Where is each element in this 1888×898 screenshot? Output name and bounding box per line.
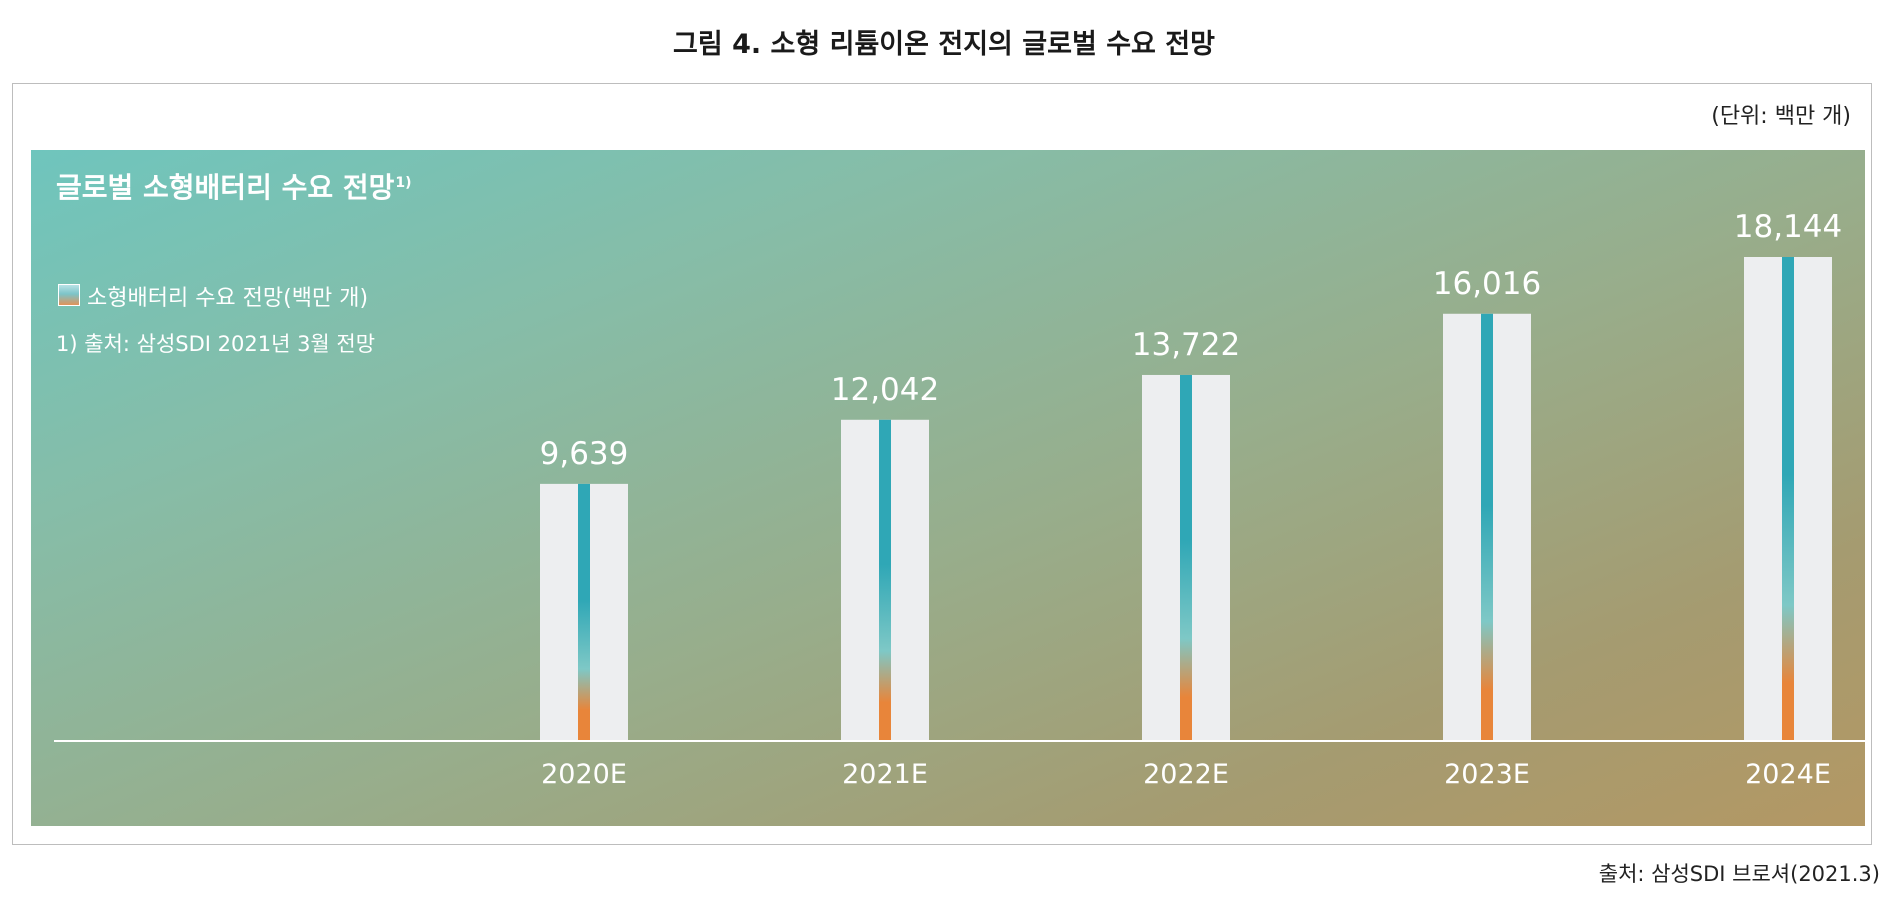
footnote-marker: 1) [395, 174, 412, 191]
unit-label: (단위: 백만 개) [1711, 104, 1851, 129]
panel-heading-text: 글로벌 소형배터리 수요 전망 [56, 171, 395, 204]
value-label-2022E: 13,722 [1132, 327, 1240, 363]
x-tick-label-2020E: 2020E [541, 759, 627, 790]
x-tick-label-2023E: 2023E [1444, 759, 1530, 790]
value-label-2021E: 12,042 [831, 372, 939, 408]
bar-stripe-2021E [879, 419, 891, 741]
bar-stripe-2024E [1782, 257, 1794, 741]
footnote: 1) 출처: 삼성SDI 2021년 3월 전망 [56, 332, 376, 356]
bars-layer [540, 257, 1832, 741]
x-tick-label-2021E: 2021E [842, 759, 928, 790]
labels-layer: 9,639 2020E 12,042 2021E 13,722 2022E 16,016 20… [540, 209, 1843, 790]
x-tick-label-2022E: 2022E [1143, 759, 1229, 790]
bar-stripe-2023E [1481, 313, 1493, 741]
x-tick-label-2024E: 2024E [1745, 759, 1831, 790]
chart-panel: 글로벌 소형배터리 수요 전망1) 소형배터리 수요 전망(백만 개) 1) 출… [31, 150, 1865, 826]
legend-label: 소형배터리 수요 전망(백만 개) [87, 286, 369, 311]
bar-chart: 9,639 2020E 12,042 2021E 13,722 2022E 16,016 20… [54, 209, 1865, 790]
bar-stripe-2022E [1180, 374, 1192, 741]
source-note: 출처: 삼성SDI 브로셔(2021.3) [1598, 862, 1880, 886]
value-label-2023E: 16,016 [1433, 266, 1541, 302]
value-label-2024E: 18,144 [1734, 209, 1842, 245]
bar-stripe-2020E [578, 483, 590, 741]
value-label-2020E: 9,639 [540, 436, 629, 472]
figure-title: 그림 4. 소형 리튬이온 전지의 글로벌 수요 전망 [673, 29, 1215, 60]
panel-heading: 글로벌 소형배터리 수요 전망1) [56, 166, 412, 206]
legend-swatch [58, 284, 80, 306]
figure-frame: (단위: 백만 개) 글로벌 소형배터리 수요 전망1) 소형배터리 수요 전망… [12, 83, 1872, 845]
